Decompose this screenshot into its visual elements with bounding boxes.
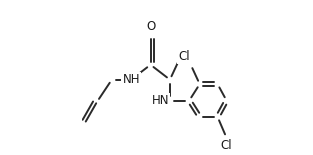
Text: Cl: Cl [221,139,232,152]
Text: NH: NH [122,73,140,86]
Text: HN: HN [152,94,169,107]
Text: Cl: Cl [178,50,190,63]
Text: O: O [146,20,155,33]
